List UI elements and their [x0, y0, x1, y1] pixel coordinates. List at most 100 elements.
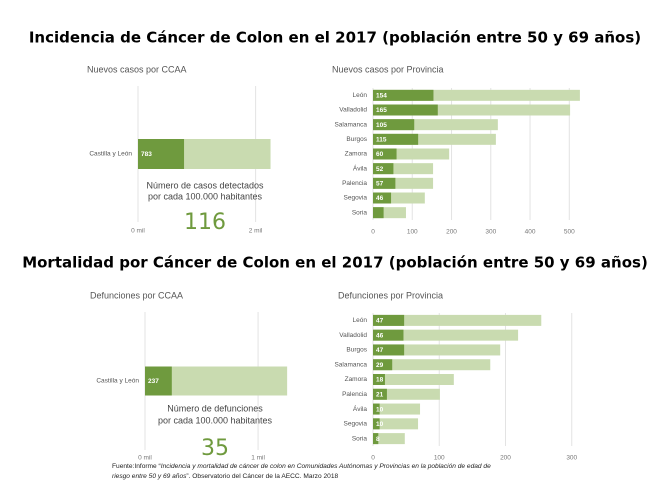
value-label: 783 — [141, 151, 152, 158]
x-tick-label: 300 — [485, 229, 496, 236]
x-tick-label: 2 mil — [249, 228, 263, 235]
category-label: Valladolid — [339, 107, 367, 114]
category-label: Zamora — [345, 151, 368, 158]
footnote: riesgo entre 50 y 69 años”. Observatorio… — [112, 473, 338, 480]
bar — [373, 104, 438, 116]
category-label: Burgos — [346, 347, 367, 354]
x-tick-label: 0 mil — [138, 455, 152, 462]
bar — [373, 314, 542, 326]
bar — [373, 148, 397, 160]
category-label: Castilla y León — [89, 151, 132, 158]
kpi-value: 116 — [184, 210, 226, 235]
category-label: Salamanca — [334, 361, 367, 368]
kpi-label: por cada 100.000 habitantes — [158, 415, 273, 425]
value-label: 105 — [376, 122, 387, 129]
value-label: 115 — [376, 137, 387, 144]
value-label: 8 — [376, 436, 380, 443]
section-title: Mortalidad por Cáncer de Colon en el 201… — [22, 254, 648, 272]
value-label: 154 — [376, 93, 387, 100]
bar — [373, 133, 496, 145]
value-label: 165 — [376, 107, 387, 114]
value-label: 52 — [376, 166, 384, 173]
category-label: Soria — [352, 209, 368, 216]
value-label: 237 — [148, 378, 159, 385]
chart-title: Nuevos casos por CCAA — [87, 64, 187, 74]
chart-title: Nuevos casos por Provincia — [332, 64, 444, 74]
x-tick-label: 200 — [446, 229, 457, 236]
x-tick-label: 1 mil — [251, 455, 265, 462]
category-label: Palencia — [342, 391, 367, 398]
x-tick-label: 400 — [525, 229, 536, 236]
bar — [373, 163, 394, 175]
value-label: 60 — [376, 151, 384, 158]
x-tick-label: 200 — [500, 455, 511, 462]
bar — [373, 148, 450, 160]
bar — [373, 403, 380, 415]
footnote-part: riesgo entre 50 y 69 años — [112, 473, 187, 480]
bar — [373, 177, 434, 189]
bar — [373, 163, 434, 175]
footnote-part: Fuente:Informe “ — [112, 463, 161, 470]
value-label: 18 — [376, 377, 384, 384]
category-label: Segovia — [344, 195, 368, 202]
value-label: 10 — [376, 421, 384, 428]
kpi-label: Número de defunciones — [167, 403, 263, 413]
bar — [373, 104, 571, 116]
category-label: Salamanca — [334, 121, 367, 128]
bar — [373, 359, 393, 371]
chart-title: Defunciones por Provincia — [338, 290, 443, 300]
bar — [373, 133, 419, 145]
bar — [373, 192, 392, 204]
category-label: Castilla y León — [96, 378, 139, 385]
value-label: 47 — [376, 318, 384, 325]
bar — [373, 177, 396, 189]
footnote: Fuente:Informe “Incidencia y mortalidad … — [112, 463, 491, 470]
category-label: Zamora — [345, 376, 368, 383]
bar — [373, 388, 387, 400]
bar — [373, 207, 406, 219]
bar — [373, 388, 440, 400]
x-tick-label: 300 — [566, 455, 577, 462]
value-label: 21 — [376, 391, 384, 398]
value-label: 57 — [376, 181, 384, 188]
bar — [373, 207, 384, 219]
bar — [373, 418, 380, 430]
value-label: 29 — [376, 362, 384, 369]
category-label: Ávila — [353, 163, 367, 172]
bar — [373, 403, 421, 415]
bar — [373, 89, 580, 101]
bar — [373, 433, 405, 445]
bar — [373, 119, 415, 131]
x-tick-label: 500 — [564, 229, 575, 236]
category-label: Burgos — [346, 136, 367, 143]
bar — [373, 359, 491, 371]
category-label: Soria — [352, 435, 368, 442]
section-title: Incidencia de Cáncer de Colon en el 2017… — [29, 29, 641, 47]
x-tick-label: 100 — [407, 229, 418, 236]
bar — [373, 119, 498, 131]
bar — [373, 374, 385, 385]
bar — [373, 192, 425, 204]
x-tick-label: 0 mil — [131, 228, 145, 235]
bar — [138, 139, 185, 169]
kpi-value: 35 — [201, 436, 229, 461]
category-label: Segovia — [344, 421, 368, 428]
footnote-part: ”. Observatorio del Cáncer de la AECC. M… — [186, 473, 338, 480]
chart-title: Defunciones por CCAA — [90, 290, 183, 300]
bar — [373, 329, 519, 341]
bar — [373, 344, 405, 356]
value-label: 10 — [376, 406, 384, 413]
bar — [373, 374, 454, 385]
x-tick-label: 0 — [371, 455, 375, 462]
category-label: Ávila — [353, 404, 367, 413]
x-tick-label: 100 — [434, 455, 445, 462]
footnote-part: Incidencia y mortalidad de cáncer de col… — [161, 463, 491, 470]
bar — [373, 433, 379, 445]
bar — [373, 329, 404, 341]
value-label: 46 — [376, 195, 384, 202]
x-tick-label: 0 — [371, 229, 375, 236]
bar — [373, 344, 501, 356]
category-label: León — [353, 317, 368, 324]
kpi-label: Número de casos detectados — [146, 180, 264, 190]
